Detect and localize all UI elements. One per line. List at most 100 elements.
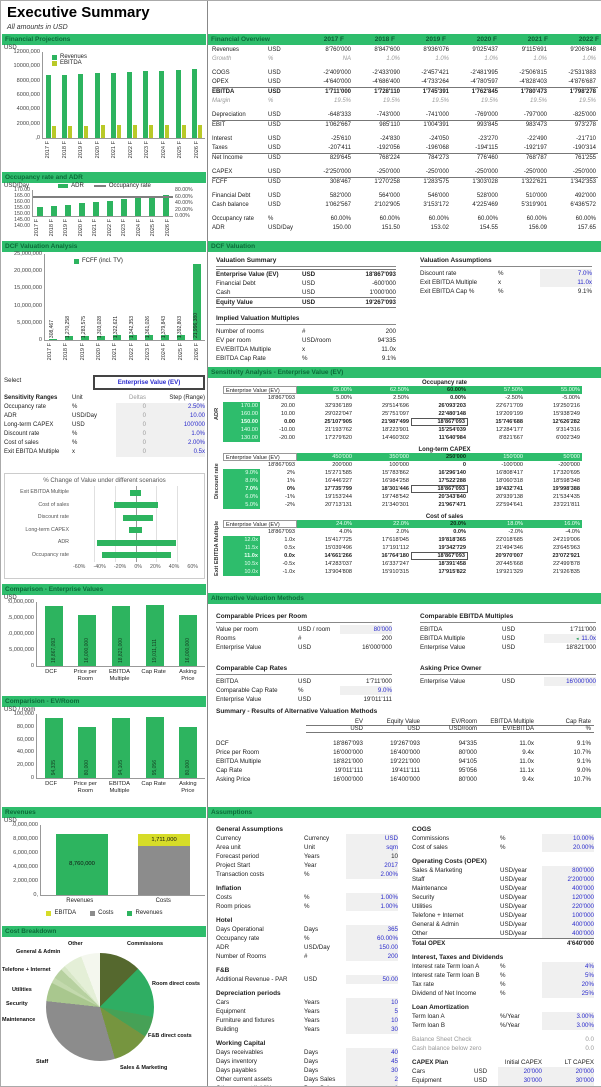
value-cell: 8'760'000 (325, 47, 351, 53)
kv-value[interactable]: 40 (346, 1048, 398, 1057)
kv-value[interactable]: 4% (542, 962, 594, 971)
kv-value[interactable]: 5 (346, 1007, 398, 1016)
data-row: 160.00 10.00 29'022'047 25'751'097 22'480'14… (223, 410, 582, 418)
kv-value[interactable]: 16'000'000 (544, 677, 596, 686)
kv-value[interactable]: 1.00% (346, 893, 398, 902)
kv-value[interactable]: 3.00% (542, 1012, 594, 1021)
range-step[interactable]: 100'000 (146, 421, 205, 430)
summary-value: 16'400'000 (390, 749, 420, 756)
value-cell: 19'748'542 (381, 494, 409, 500)
range-label: Discount rate (4, 431, 40, 437)
year-headers: 2017 F 2018 F 2019 F 2020 F 2021 F 2022 F (295, 34, 601, 45)
value-cell: -2'433'090 (372, 70, 400, 76)
capex-value[interactable]: 20'000 (498, 1067, 542, 1076)
kv-value[interactable]: 20% (542, 980, 594, 989)
kv-value[interactable]: 50.00 (346, 975, 398, 984)
kv-value[interactable]: 30 (346, 1025, 398, 1034)
value-cell: 9'206'848 (570, 47, 596, 53)
kv-value: 0.0 (585, 1036, 594, 1043)
kv-value[interactable]: 400'000 (542, 929, 594, 938)
kv-value[interactable]: 150.00 (346, 943, 398, 952)
kv-row: Currency Currency USD (216, 834, 398, 843)
kv-value[interactable]: 400'000 (542, 920, 594, 929)
range-step[interactable]: 2.50% (146, 403, 205, 412)
delta-cell: -200'000 (558, 462, 580, 468)
capex-value[interactable]: 30'000 (542, 1076, 594, 1085)
kv-value: 16'000'000 (362, 644, 392, 651)
kv-value[interactable]: ◄ 11.0x (544, 634, 596, 643)
x-tick-label: 2018 F (61, 141, 68, 159)
value-cell: 12'626'282 (552, 419, 580, 425)
capex-value[interactable]: 20'000 (542, 1067, 594, 1076)
revenues-bar (175, 70, 181, 138)
delta-cell: 2.50% (393, 395, 409, 401)
bar-group (127, 72, 138, 138)
kv-label: Exit EBITDA Cap % (420, 288, 475, 295)
fcff-bar (113, 335, 121, 340)
value-cell: 1'062'567 (325, 202, 351, 208)
range-step[interactable]: 1.0% (146, 430, 205, 439)
kv-value[interactable]: 100'000 (542, 911, 594, 920)
kv-value[interactable]: 800'000 (542, 866, 594, 875)
assumption-group: Loan Amortization Term loan A %/Year 3.00% T… (412, 1003, 594, 1030)
bar-value-label: 1,303,028 (97, 315, 103, 338)
kv-value[interactable]: 25% (542, 989, 594, 998)
x-tick-label: 2021 F (111, 141, 118, 159)
kv-row: Term loan A %/Year 3.00% (412, 1012, 594, 1021)
kv-value[interactable]: 5% (542, 971, 594, 980)
kv-unit: Unit (304, 844, 316, 851)
kv-value[interactable]: 3.00% (542, 1021, 594, 1030)
legend: ADR Occupancy rate (4, 183, 205, 189)
x-tick: 2023 F (144, 141, 150, 171)
row-delta: 0% (286, 486, 295, 492)
kv-value[interactable]: 1.00% (346, 902, 398, 911)
kv-value[interactable]: 2017 (346, 861, 398, 870)
summary-col-unit: % (585, 726, 591, 732)
bar-group (94, 73, 105, 138)
kv-value[interactable]: 10.00% (542, 834, 594, 843)
kv-unit: Days (304, 1067, 319, 1074)
kv-value[interactable]: 20.00% (542, 843, 594, 852)
range-step[interactable]: 2.00% (146, 439, 205, 448)
kv-value[interactable]: 120'000 (542, 893, 594, 902)
section-revenues: Revenues (2, 807, 206, 818)
kv-value[interactable]: 400'000 (542, 884, 594, 893)
ev-select-dropdown[interactable]: Enterprise Value (EV) (93, 375, 205, 390)
value-cell: 308'467 (329, 179, 351, 185)
kv-value[interactable]: 9.0% (340, 686, 392, 695)
kv-value[interactable]: 220'000 (542, 902, 594, 911)
range-step[interactable]: 10.00 (146, 412, 205, 421)
range-step[interactable]: 0.5x (146, 448, 205, 457)
capex-value[interactable]: 30'000 (498, 1076, 542, 1085)
kv-value[interactable]: USD (346, 834, 398, 843)
kv-value[interactable]: 2 (346, 1075, 398, 1084)
value-cell: -192'197 (523, 145, 547, 151)
value-cell: 6'002'349 (556, 435, 580, 441)
section-dcf-analysis: DCF Valuation Analysis (2, 241, 206, 252)
x-tick: 2021 F (112, 343, 118, 369)
kv-value[interactable]: 10 (346, 1016, 398, 1025)
value-cell: 15'746'688 (495, 419, 523, 425)
kv-value[interactable]: sqm (346, 843, 398, 852)
x-tick: 2017 F (45, 141, 51, 171)
kv-row: Staff USD/year 2'200'000 (412, 875, 594, 884)
kv-value[interactable]: 200 (346, 952, 398, 961)
kv-value[interactable]: 2.00% (346, 870, 398, 879)
kv-unit (500, 1044, 542, 1053)
kv-value[interactable]: 2'200'000 (542, 875, 594, 884)
kv-value[interactable]: 45 (346, 1057, 398, 1066)
kv-value[interactable]: 11.0x (540, 278, 592, 287)
kv-label: Number of rooms (216, 328, 264, 335)
x-tick-label: 2023 F (121, 219, 128, 237)
kv-value[interactable]: 80'000 (340, 625, 392, 634)
kv-value[interactable]: 30 (346, 1066, 398, 1075)
kv-value[interactable]: 60.00% (346, 934, 398, 943)
kv-value[interactable]: 7.0% (540, 269, 592, 278)
value-cell: -2'481'995 (470, 70, 498, 76)
y-axis: 20,000,000 15,000,000 10,000,000 5,000,000 0 (4, 599, 36, 669)
kv-value[interactable]: 10 (346, 998, 398, 1007)
select-label: Select (4, 377, 22, 384)
y-tick: 4,000,000 (13, 864, 38, 870)
kv-value: 18'867'093 (365, 271, 396, 278)
kv-value[interactable]: 365 (346, 925, 398, 934)
